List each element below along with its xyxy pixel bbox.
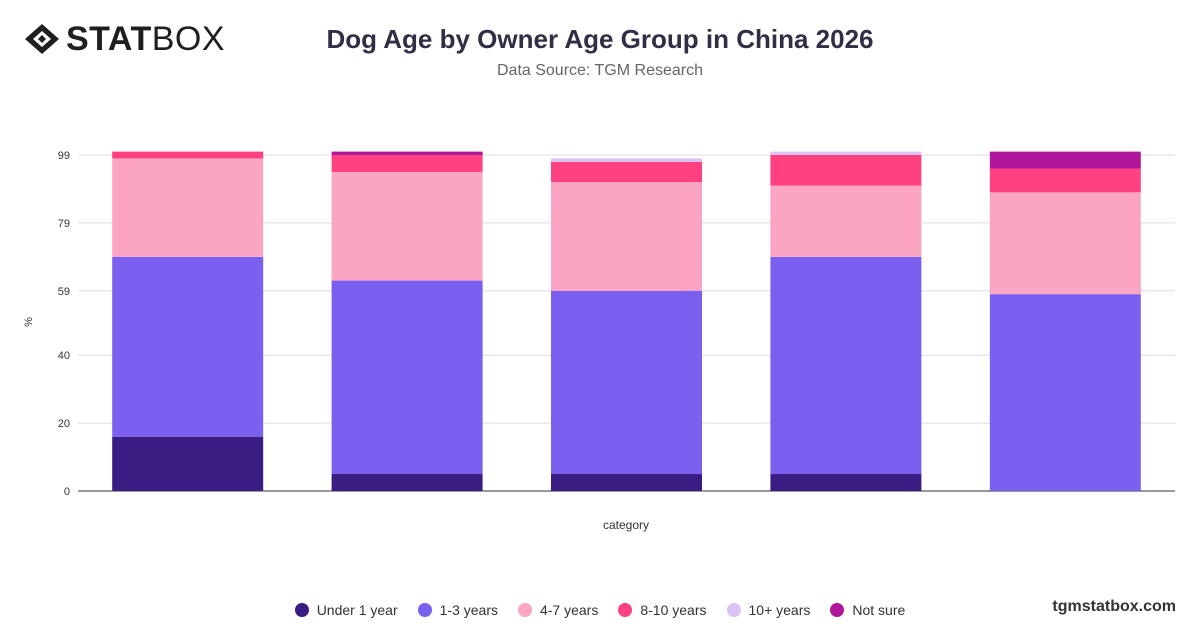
bar-segment	[112, 158, 264, 257]
bar-segment	[989, 151, 1141, 169]
bar-segment	[331, 151, 483, 155]
logo-text-light: BOX	[151, 20, 226, 58]
bar-segment	[551, 182, 702, 291]
y-tick-label: 0	[64, 486, 70, 498]
bar-segment	[770, 185, 922, 257]
y-axis-label: %	[23, 317, 35, 327]
bar-segment	[770, 151, 922, 155]
y-tick-label: 59	[58, 286, 70, 298]
legend-item[interactable]: Not sure	[830, 602, 905, 618]
legend-label: 4-7 years	[539, 602, 599, 618]
bar-segment	[551, 474, 702, 491]
legend-item[interactable]: 10+ years	[726, 602, 811, 618]
bar-segment	[770, 256, 922, 475]
logo-text-bold: STAT	[66, 20, 152, 58]
bar-segment	[112, 151, 264, 159]
legend-label: Under 1 year	[316, 602, 398, 618]
bar-segment	[331, 155, 483, 172]
legend-label: Not sure	[852, 602, 906, 618]
legend-item[interactable]: 8-10 years	[618, 602, 707, 618]
chart-subtitle: Data Source: TGM Research	[496, 62, 703, 79]
bar-segment	[331, 171, 483, 281]
y-tick-label: 79	[58, 218, 70, 230]
bar-segment	[770, 155, 922, 186]
legend-label: 1-3 years	[439, 602, 498, 618]
bar-segment	[331, 474, 483, 491]
bar-segment	[989, 192, 1141, 295]
bar-segment	[112, 436, 264, 491]
bar-segment	[551, 161, 702, 183]
legend-label: 10+ years	[748, 602, 811, 618]
bar-segment	[112, 256, 264, 437]
bar-segment	[989, 168, 1141, 193]
legend-swatch	[517, 603, 532, 617]
legend-item[interactable]: 1-3 years	[417, 602, 498, 618]
bar-segment	[331, 280, 483, 475]
y-tick-label: 20	[58, 418, 70, 430]
chart-legend: Under 1 year 1-3 years 4-7 years 8-10 years…	[0, 602, 1200, 618]
legend-swatch	[726, 603, 741, 617]
legend-item[interactable]: Under 1 year	[294, 602, 398, 618]
logo-text: STATBOX	[66, 22, 225, 56]
legend-swatch	[294, 603, 309, 617]
x-axis-label: category	[603, 518, 649, 532]
bar-segment	[551, 290, 702, 475]
bar-segment	[989, 294, 1141, 491]
legend-item[interactable]: 4-7 years	[517, 602, 599, 618]
y-tick-label: 99	[58, 150, 70, 162]
y-tick-label: 40	[58, 350, 70, 362]
legend-swatch	[618, 603, 633, 617]
legend-swatch	[830, 603, 845, 617]
statbox-logo: STATBOX	[24, 22, 225, 56]
legend-label: 8-10 years	[640, 602, 707, 618]
bar-segment	[770, 474, 922, 491]
bar-segment	[551, 158, 702, 162]
stacked-bar-chart: 0 20 40 59 79 99% category	[23, 150, 1175, 532]
legend-swatch	[417, 603, 432, 617]
footer-brand[interactable]: tgmstatbox.com	[1052, 598, 1176, 615]
chart-title: Dog Age by Owner Age Group in China 2026	[326, 24, 874, 54]
logo-diamond-icon	[25, 24, 59, 54]
